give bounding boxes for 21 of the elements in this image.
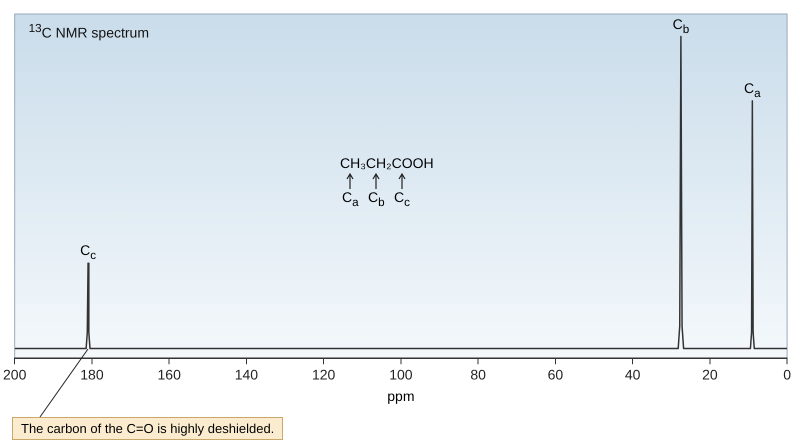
x-tick-label: 20 bbox=[702, 366, 718, 382]
x-tick-label: 160 bbox=[157, 366, 182, 382]
x-tick-label: 60 bbox=[548, 366, 564, 382]
x-tick-label: 180 bbox=[80, 366, 104, 382]
annotation: C$_{c}$ bbox=[80, 241, 96, 264]
x-tick-label: 0 bbox=[783, 366, 792, 382]
annotation: C$_{a}$ bbox=[342, 189, 359, 209]
annotation: C$_{a}$ bbox=[744, 78, 761, 102]
annotation: The carbon of the C=O is highly deshielded. bbox=[12, 416, 284, 440]
annotation: C$_{b}$ bbox=[672, 14, 690, 38]
x-tick-label: 140 bbox=[234, 366, 258, 382]
x-tick-label: 200 bbox=[3, 366, 27, 382]
x-axis-title: ppm bbox=[387, 388, 415, 404]
x-tick-label: 120 bbox=[312, 366, 336, 382]
x-tick-label: 100 bbox=[389, 366, 413, 382]
x-tick-label: 80 bbox=[470, 366, 486, 382]
annotation: C$_{c}$ bbox=[394, 189, 410, 209]
annotation: C$_{b}$ bbox=[368, 189, 385, 209]
x-tick-label: 40 bbox=[624, 366, 641, 382]
annotation: CH₃CH₂COOH bbox=[340, 155, 434, 171]
chart-title: $^{13}$C NMR spectrum bbox=[28, 22, 149, 41]
